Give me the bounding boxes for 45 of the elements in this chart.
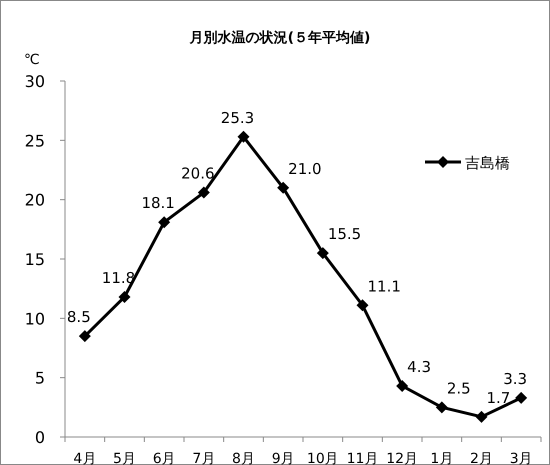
x-tick-label: 3月: [510, 451, 533, 465]
x-tick-label: 11月: [346, 451, 378, 465]
point: [396, 380, 408, 392]
point: [277, 182, 290, 194]
data-label: 4.3: [407, 358, 432, 376]
point: [515, 392, 528, 404]
data-label: 15.5: [328, 225, 362, 244]
x-tick-label: 7月: [192, 451, 216, 465]
data-label: 1.7: [486, 388, 510, 407]
point: [356, 299, 368, 312]
point: [436, 401, 448, 414]
point: [158, 216, 170, 228]
legend-label: 吉島橋: [465, 154, 510, 172]
data-label: 20.6: [181, 164, 215, 183]
point: [78, 330, 91, 342]
x-tick-label: 4月: [73, 451, 96, 465]
x-tick-label: 5月: [113, 451, 136, 465]
data-label: 8.5: [66, 308, 91, 326]
y-tick-label: 15: [24, 250, 45, 269]
x-tick-label: 1月: [430, 451, 454, 465]
data-label: 11.1: [368, 277, 401, 296]
x-tick-label: 12月: [386, 451, 418, 465]
point: [118, 290, 130, 303]
y-tick-label: 30: [24, 72, 45, 91]
x-tick-label: 2月: [470, 451, 493, 465]
y-tick-label: 5: [34, 368, 45, 388]
point: [238, 130, 250, 143]
x-tick-label: 6月: [152, 451, 176, 465]
point: [476, 410, 488, 423]
x-tick-label: 8月: [232, 451, 255, 465]
y-tick-label: 25: [24, 131, 45, 150]
data-label: 21.0: [288, 160, 322, 178]
data-label: 18.1: [141, 194, 175, 212]
data-label: 2.5: [446, 379, 471, 398]
point: [198, 186, 210, 199]
x-tick-label: 9月: [272, 451, 295, 465]
y-tick-label: 20: [24, 190, 45, 210]
x-tick-label: 10月: [306, 451, 339, 465]
data-label: 25.3: [220, 108, 254, 127]
y-tick-label: 0: [34, 428, 45, 447]
data-label: 3.3: [503, 370, 528, 388]
y-tick-label: 10: [24, 309, 45, 328]
point: [316, 247, 329, 260]
y-axis-title: ℃: [24, 52, 40, 68]
chart-title: 月別水温の状況(５年平均値): [188, 30, 370, 46]
